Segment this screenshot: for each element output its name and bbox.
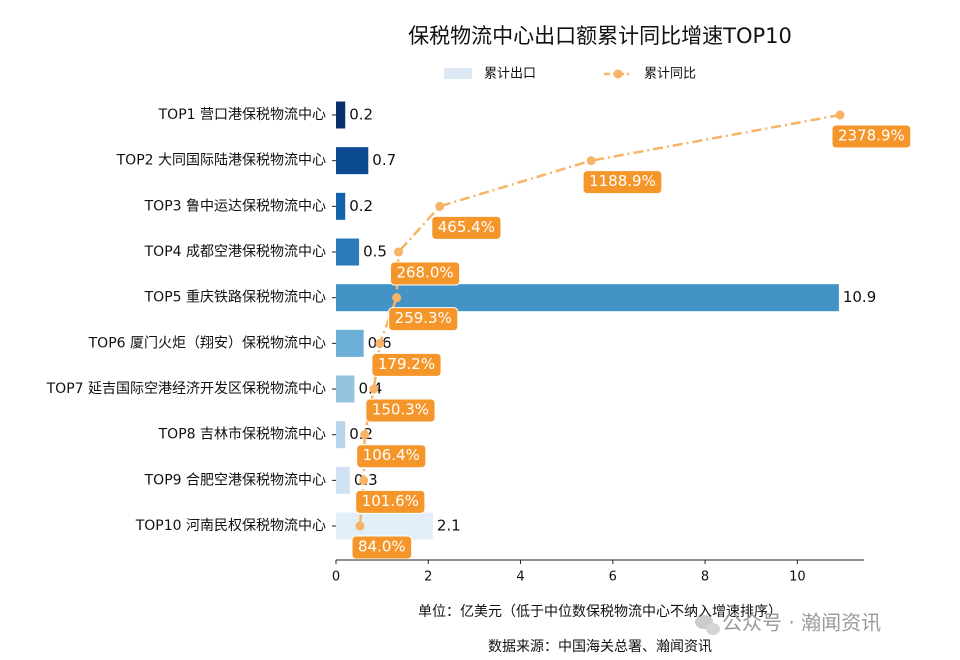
value-label-box [431, 215, 502, 240]
bar [336, 512, 433, 540]
bar [336, 192, 346, 220]
y-tick-label: TOP8 吉林市保税物流中心 [158, 426, 326, 443]
y-tick-label: TOP1 营口港保税物流中心 [158, 107, 326, 123]
bar [336, 101, 346, 129]
bar-value-label: 0.5 [363, 243, 387, 261]
watermark-icon [695, 615, 720, 635]
y-tick-label: TOP2 大同国际陆港保税物流中心 [116, 153, 326, 169]
line-marker [355, 521, 365, 531]
y-tick-label: TOP9 合肥空港保税物流中心 [144, 472, 326, 488]
value-label-text: 150.3% [372, 401, 429, 419]
value-label-text: 179.2% [378, 355, 435, 373]
bar-value-label: 2.1 [437, 517, 461, 535]
value-label: 1188.9% [582, 170, 663, 195]
watermark: 公众号 · 瀚闻资讯 [722, 611, 881, 635]
line-marker [369, 384, 379, 394]
line-marker [375, 338, 385, 348]
x-axis-label: 单位：亿美元（低于中位数保税物流中心不纳入增速排序） [418, 604, 782, 620]
x-tick-label: 0 [332, 570, 340, 585]
y-tick-label: TOP3 鲁中运达保税物流中心 [144, 198, 326, 214]
line-marker [586, 156, 596, 166]
value-label-text: 106.4% [363, 446, 420, 464]
value-label: 2378.9% [831, 124, 912, 149]
value-label: 84.0% [351, 535, 413, 560]
legend-marker [613, 69, 623, 79]
x-tick-label: 10 [789, 570, 806, 585]
line-marker [435, 201, 445, 211]
bar [336, 238, 360, 266]
line-marker [835, 110, 845, 120]
bar [336, 375, 355, 403]
source: 数据来源：中国海关总署、瀚闻资讯 [488, 639, 712, 655]
value-label-box [351, 535, 413, 560]
bar-value-label: 0.2 [349, 106, 373, 124]
bar [336, 147, 369, 175]
value-label-box [356, 444, 427, 469]
line-marker [359, 475, 369, 485]
value-label: 268.0% [389, 261, 461, 286]
value-label-text: 268.0% [396, 264, 453, 282]
value-label: 150.3% [365, 398, 436, 423]
value-label-text: 84.0% [358, 538, 406, 556]
value-label-box [388, 307, 459, 332]
value-label-box [365, 398, 436, 423]
x-tick-label: 8 [701, 570, 709, 585]
value-label-box [371, 352, 442, 377]
bar [336, 421, 346, 449]
legend-label: 累计出口 [484, 67, 536, 82]
value-label-box [355, 489, 426, 514]
line-marker [392, 293, 402, 303]
value-label-text: 1188.9% [589, 172, 656, 190]
bar-value-label: 10.9 [843, 288, 876, 306]
y-tick-label: TOP7 延吉国际空港经济开发区保税物流中心 [46, 381, 326, 397]
value-label-text: 465.4% [438, 218, 495, 236]
y-tick-label: TOP4 成都空港保税物流中心 [144, 244, 326, 260]
bar-value-label: 0.2 [349, 197, 373, 215]
x-tick-label: 4 [516, 570, 524, 585]
line-marker [393, 247, 403, 257]
legend-swatch [444, 68, 472, 79]
y-tick-label: TOP10 河南民权保税物流中心 [135, 518, 326, 534]
bar [336, 466, 350, 494]
legend-label: 累计同比 [644, 67, 696, 82]
bar [336, 284, 839, 312]
bar [336, 329, 364, 357]
value-label: 179.2% [371, 352, 442, 377]
value-label-box [831, 124, 912, 149]
value-label: 259.3% [388, 307, 459, 332]
bar-value-label: 0.7 [372, 151, 396, 169]
value-label: 106.4% [356, 444, 427, 469]
x-tick-label: 2 [424, 570, 432, 585]
value-label-text: 259.3% [395, 309, 452, 327]
chart-title: 保税物流中心出口额累计同比增速TOP10 [408, 24, 792, 48]
value-label-text: 2378.9% [838, 127, 905, 145]
y-tick-label: TOP5 重庆铁路保税物流中心 [144, 290, 326, 306]
value-label: 465.4% [431, 215, 502, 240]
y-tick-label: TOP6 厦门火炬（翔安）保税物流中心 [88, 335, 326, 351]
value-label-text: 101.6% [362, 492, 419, 510]
value-label-box [582, 170, 663, 195]
value-label: 101.6% [355, 489, 426, 514]
value-label-box [389, 261, 461, 286]
x-tick-label: 6 [609, 570, 617, 585]
line-marker [360, 430, 370, 440]
